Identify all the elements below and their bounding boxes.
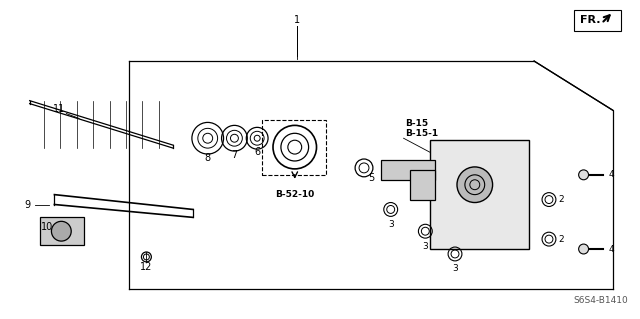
Text: 3: 3 [452,264,458,273]
Text: B-52-10: B-52-10 [275,190,314,199]
Text: 8: 8 [205,153,211,163]
Bar [40,217,84,245]
Bar [573,10,621,31]
Text: B-15-1: B-15-1 [406,129,438,138]
Circle shape [457,167,493,203]
Text: 2: 2 [558,235,564,244]
Text: 1: 1 [294,15,300,25]
Text: 2: 2 [558,195,564,204]
Text: 9: 9 [24,199,31,210]
Text: 5: 5 [368,173,374,183]
Text: 11: 11 [53,104,65,114]
Bar [430,140,529,249]
Bar [410,170,435,200]
Text: 3: 3 [388,220,394,229]
Text: 6: 6 [254,147,260,157]
Text: 12: 12 [140,262,152,272]
Text: FR.: FR. [580,15,601,25]
Circle shape [51,221,71,241]
Bar [381,160,435,180]
Text: 7: 7 [231,150,237,160]
Text: 10: 10 [42,222,54,232]
Text: S6S4-B1410: S6S4-B1410 [573,296,628,305]
Text: 4: 4 [609,245,614,254]
Text: 4: 4 [609,170,614,179]
Bar [262,121,326,175]
Text: 3: 3 [422,241,428,250]
Circle shape [579,170,589,180]
Circle shape [579,244,589,254]
Text: B-15: B-15 [406,119,429,128]
